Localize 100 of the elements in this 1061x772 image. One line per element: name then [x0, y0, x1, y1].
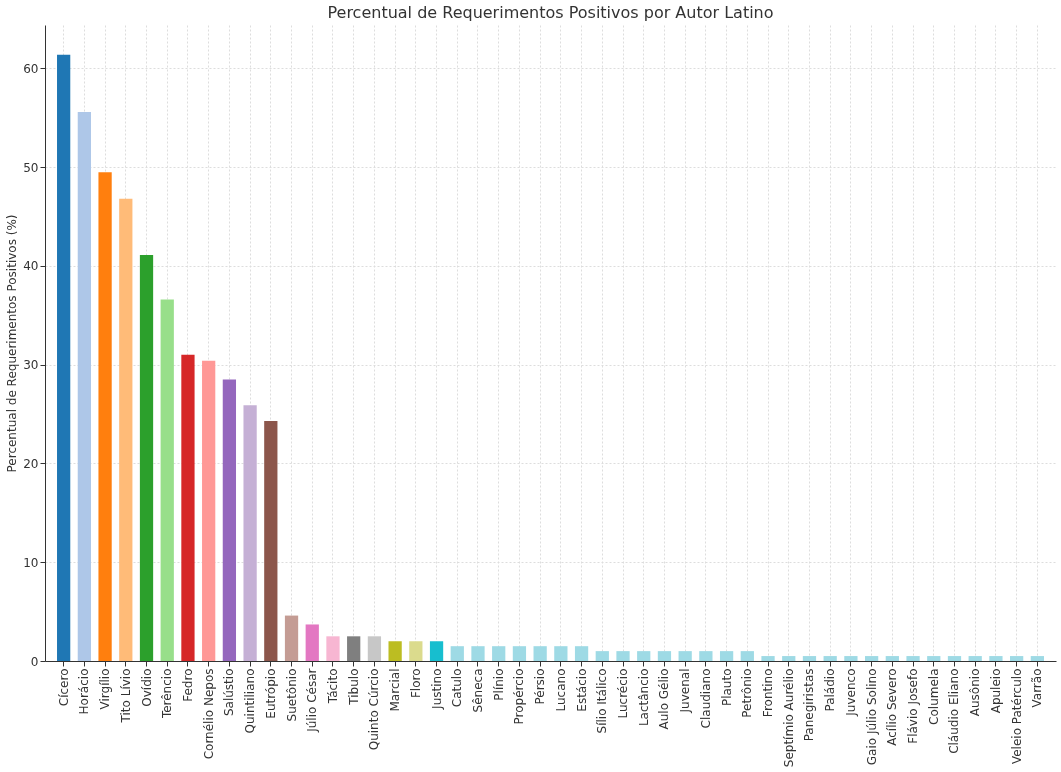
bar: [409, 641, 423, 661]
x-tick-label: Frontino: [761, 668, 776, 718]
bar: [388, 641, 402, 661]
x-tick-label: Flávio Josefo: [906, 668, 921, 744]
x-tick-label: Tito Lívio: [118, 668, 133, 724]
bar: [305, 624, 319, 661]
x-tick-label: Terêncio: [160, 668, 175, 720]
x-tick-label: Floro: [408, 668, 423, 699]
x-tick-label: Sílio Itálico: [595, 668, 610, 734]
bar: [574, 646, 589, 661]
x-tick-label: Tibulo: [346, 668, 361, 706]
bar: [533, 646, 547, 661]
y-tick-label: 60: [23, 61, 39, 76]
bar: [947, 656, 962, 661]
bar: [429, 641, 444, 661]
bar: [595, 651, 609, 661]
x-tick-label: Fedro: [180, 668, 195, 702]
x-tick-label: Propércio: [512, 668, 527, 725]
x-tick-label: Sêneca: [470, 668, 485, 713]
bar: [98, 172, 112, 661]
bar: [264, 421, 278, 661]
x-tick-label: Horácio: [77, 668, 92, 715]
bar: [243, 405, 257, 661]
x-tick-label: Salústio: [222, 668, 237, 717]
x-tick-label: Plauto: [719, 668, 734, 707]
bar: [181, 354, 195, 661]
y-tick-label: 30: [23, 358, 39, 373]
x-tick-label: Lactâncio: [636, 668, 651, 727]
x-tick-label: Marcial: [388, 668, 403, 712]
x-tick-label: Veleio Patérculo: [1009, 668, 1024, 765]
bar: [719, 651, 734, 661]
x-tick-label: Cícero: [56, 668, 71, 707]
bar: [699, 651, 713, 661]
x-tick-label: Columela: [926, 668, 941, 725]
x-tick-label: Eutrópio: [263, 668, 278, 719]
bar: [512, 646, 527, 661]
bar: [885, 656, 899, 661]
x-tick-label: Virgílio: [98, 668, 113, 710]
x-tick-label: Lucrécio: [616, 668, 631, 719]
bar: [57, 54, 71, 661]
bar: [119, 198, 133, 661]
x-tick-label: Suetônio: [284, 668, 299, 722]
x-tick-label: Quintiliano: [243, 668, 258, 734]
bar: [989, 656, 1003, 661]
bar: [906, 656, 920, 661]
x-tick-label: Septímio Aurélio: [781, 668, 796, 768]
bar: [326, 636, 340, 661]
x-tick-label: Varrão: [1030, 668, 1045, 708]
bar: [637, 651, 651, 661]
x-tick-label: Tácito: [325, 668, 340, 705]
x-tick-label: Ausônio: [968, 668, 983, 717]
bar: [968, 656, 982, 661]
bar: [864, 656, 879, 661]
x-tick-label: Justino: [429, 668, 444, 710]
chart-title: Percentual de Requerimentos Positivos por Autor Latino: [327, 3, 774, 22]
bar: [139, 255, 154, 661]
x-tick-label: Petrônio: [740, 668, 755, 718]
x-tick-label: Estácio: [574, 668, 589, 712]
y-tick-label: 40: [23, 259, 39, 274]
bar: [77, 111, 91, 661]
bar: [761, 656, 775, 661]
x-tick-label: Acílio Severo: [885, 668, 900, 746]
bar: [284, 615, 299, 661]
x-tick-label: Cornélio Nepos: [201, 668, 216, 760]
y-axis-title: Percentual de Requerimentos Positivos (%): [5, 214, 20, 473]
bar: [616, 651, 630, 661]
bar: [222, 379, 237, 661]
bar: [202, 360, 216, 661]
bar: [471, 646, 485, 661]
bar: [554, 646, 568, 661]
x-tick-label: Pérsio: [533, 668, 548, 705]
x-tick-label: Plínio: [491, 668, 506, 701]
y-tick-label: 10: [23, 555, 39, 570]
x-tick-label: Juvenco: [843, 668, 858, 717]
x-tick-label: Gaio Júlio Solino: [864, 668, 879, 766]
x-tick-label: Aulo Gélio: [657, 668, 672, 730]
x-tick-label: Ovídio: [139, 668, 154, 707]
x-tick-label: Panegiristas: [802, 668, 817, 742]
x-tick-label: Catulo: [450, 668, 465, 708]
bar: [1030, 656, 1044, 661]
x-tick-label: Júlio César: [305, 668, 320, 733]
bar: [347, 636, 361, 661]
x-tick-label: Lucano: [553, 668, 568, 712]
bar: [450, 646, 464, 661]
bar: [492, 646, 506, 661]
y-tick-label: 50: [23, 160, 39, 175]
x-tick-label: Paládio: [823, 668, 838, 712]
x-tick-label: Juvenal: [678, 668, 693, 714]
y-tick-label: 20: [23, 456, 39, 471]
y-tick-label: 0: [30, 654, 39, 669]
bar: [823, 656, 837, 661]
bar: [740, 651, 754, 661]
x-tick-label: Quinto Cúrcio: [367, 668, 382, 751]
bar: [802, 656, 817, 661]
x-tick-label: Cláudio Eliano: [947, 668, 962, 754]
x-tick-label: Apuleio: [988, 668, 1003, 714]
bar: [160, 299, 174, 661]
bar: [844, 656, 858, 661]
bar: [657, 651, 672, 661]
bar: [678, 651, 692, 661]
